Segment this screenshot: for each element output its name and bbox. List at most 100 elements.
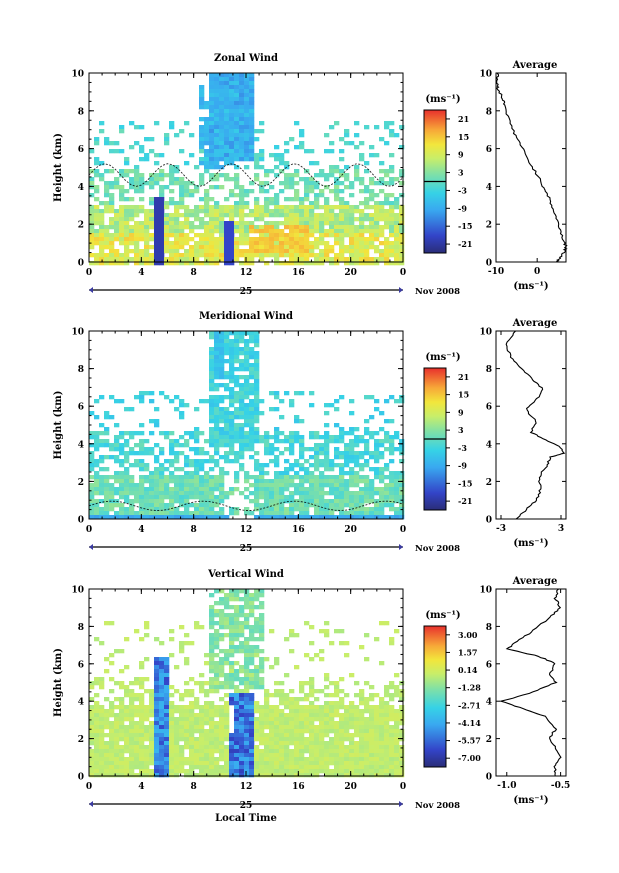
heatmap-cell [294,431,300,436]
heatmap-cell [154,261,160,266]
heatmap-cell [389,729,395,734]
heatmap-cell [359,435,365,440]
heatmap-cell [284,749,290,754]
heatmap-cell [244,367,250,372]
heatmap-cell [154,213,160,218]
heatmap-cell [104,257,110,262]
heatmap-cell [129,773,135,778]
y-tick-label: 8 [78,365,84,375]
heatmap-cell [164,487,170,492]
heatmap-cell [184,709,190,714]
heatmap-cell [139,229,145,234]
heatmap-cell [199,741,205,746]
heatmap-cell [159,261,165,266]
heatmap-cell [214,661,220,666]
heatmap-cell [254,331,260,336]
heatmap-cell [394,201,400,206]
heatmap-cell [144,157,150,162]
heatmap-cell [164,749,170,754]
heatmap-cell [269,741,275,746]
heatmap-cell [159,153,165,158]
heatmap-cell [149,479,155,484]
heatmap-cell [154,721,160,726]
heatmap-cell [289,431,295,436]
heatmap-cell [129,515,135,520]
heatmap-cell [244,471,250,476]
heatmap-cell [159,681,165,686]
heatmap-cell [309,479,315,484]
heatmap-cell [134,395,140,400]
heatmap-cell [154,177,160,182]
heatmap-cell [159,685,165,690]
heatmap-cell [249,593,255,598]
heatmap-cell [154,229,160,234]
heatmap-cell [209,721,215,726]
heatmap-cell [209,593,215,598]
heatmap-cell [139,701,145,706]
heatmap-cell [154,483,160,488]
heatmap-cell [289,689,295,694]
heatmap-cell [339,717,345,722]
heatmap-cell [364,773,370,778]
heatmap-cell [294,261,300,266]
heatmap-cell [289,181,295,186]
heatmap-cell [109,261,115,266]
heatmap-cell [344,213,350,218]
heatmap-cell [229,597,235,602]
heatmap-cell [279,701,285,706]
heatmap-cell [139,737,145,742]
heatmap-cell [119,149,125,154]
heatmap-cell [244,757,250,762]
heatmap-cell [254,507,260,512]
heatmap-cell [179,241,185,246]
heatmap-cell [244,475,250,480]
heatmap-cell [249,741,255,746]
heatmap-cell [109,507,115,512]
heatmap-cell [99,217,105,222]
heatmap-cell [379,439,385,444]
heatmap-cell [249,709,255,714]
heatmap-cell [364,439,370,444]
heatmap-cell [109,503,115,508]
heatmap-cell [309,213,315,218]
heatmap-cell [89,483,95,488]
heatmap-cell [339,427,345,432]
heatmap-cell [374,693,380,698]
heatmap-cell [159,773,165,778]
heatmap-cell [244,709,250,714]
heatmap-cell [369,717,375,722]
heatmap-cell [369,737,375,742]
colorbar-unit: (ms⁻¹) [425,94,460,105]
heatmap-cell [219,105,225,110]
heatmap-cell [374,439,380,444]
heatmap-cell [284,391,290,396]
heatmap-cell [209,197,215,202]
heatmap-cell [144,479,150,484]
heatmap-cell [149,745,155,750]
heatmap-cell [309,245,315,250]
heatmap-cell [154,225,160,230]
heatmap-cell [314,451,320,456]
heatmap-cell [194,717,200,722]
heatmap-cell [304,621,310,626]
heatmap-cell [139,741,145,746]
heatmap-cell [264,765,270,770]
x-tick-label: 4 [138,525,144,535]
heatmap-cell [229,229,235,234]
heatmap-cell [129,753,135,758]
heatmap-cell [314,495,320,500]
heatmap-cell [254,765,260,770]
heatmap-cell [184,491,190,496]
heatmap-cell [349,141,355,146]
heatmap-cell [194,713,200,718]
heatmap-cell [274,197,280,202]
heatmap-cell [214,261,220,266]
heatmap-cell [114,455,120,460]
heatmap-cell [214,773,220,778]
heatmap-cell [164,717,170,722]
heatmap-cell [144,439,150,444]
heatmap-cell [299,145,305,150]
heatmap-cell [244,625,250,630]
heatmap-cell [319,729,325,734]
heatmap-cell [294,181,300,186]
